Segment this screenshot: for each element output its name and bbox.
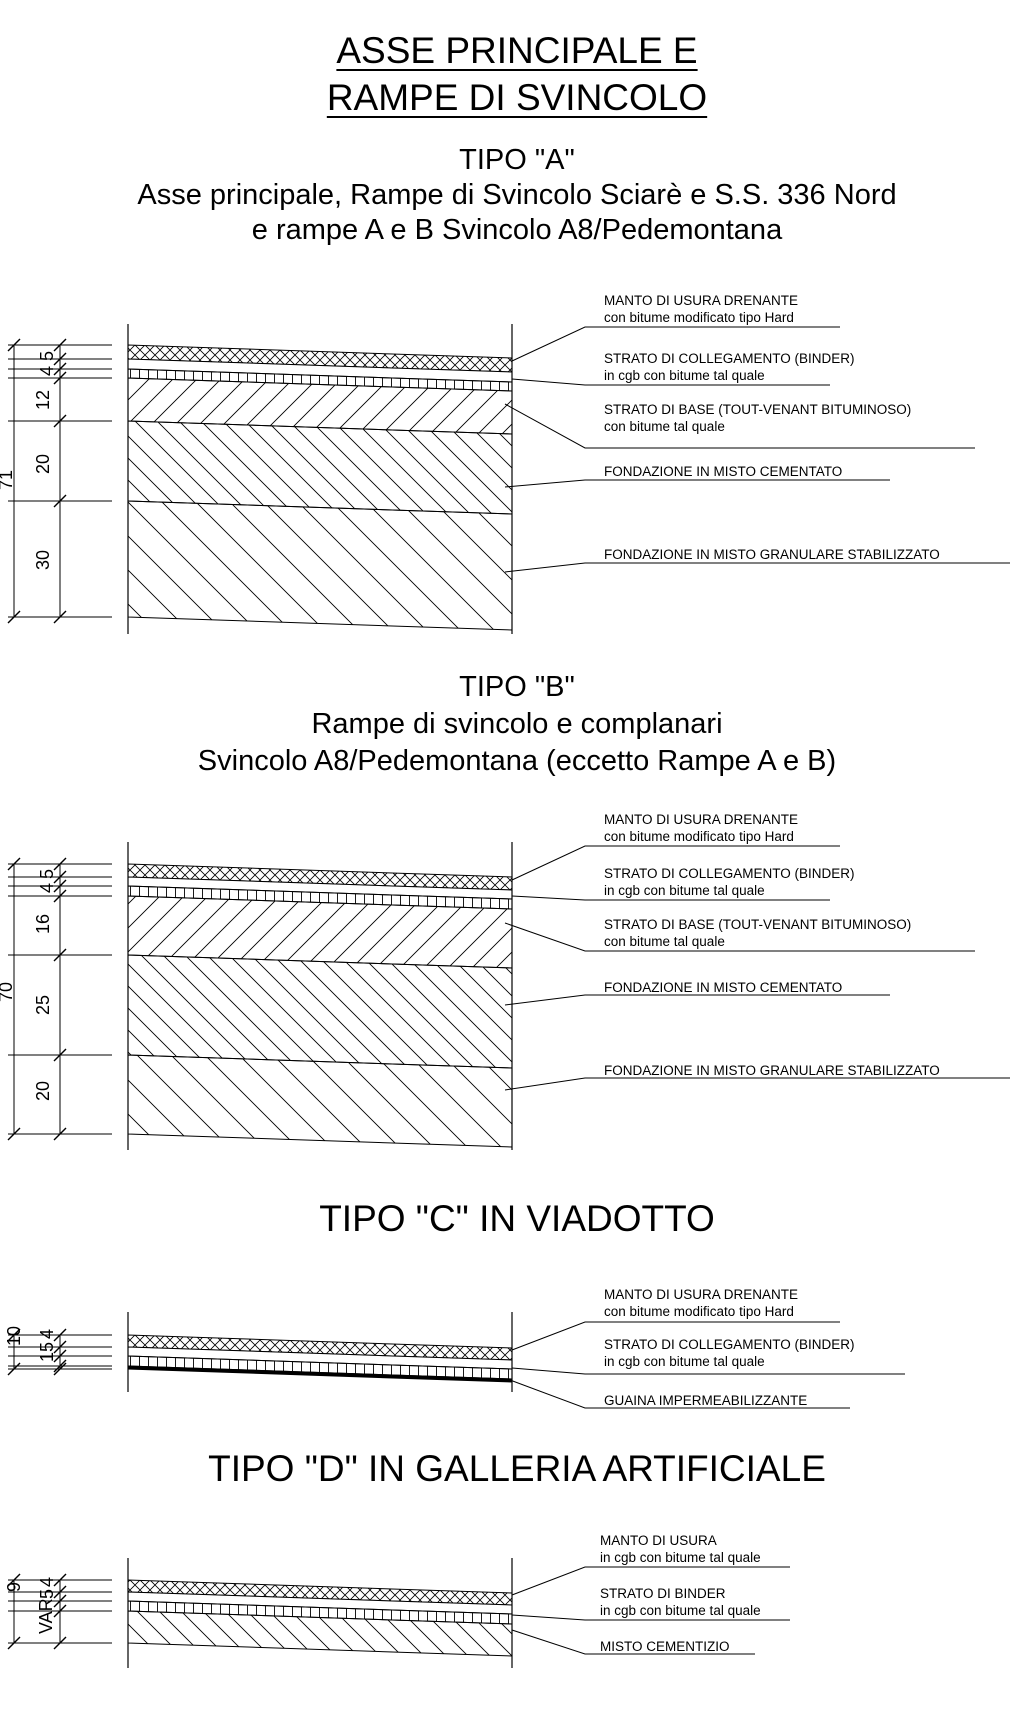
section-a-label-5: FONDAZIONE IN MISTO GRANULARE STABILIZZA… bbox=[604, 547, 940, 562]
section-b-label-2-line2: in cgb con bitume tal quale bbox=[604, 883, 765, 898]
section-a-label-1-line2: con bitume modificato tipo Hard bbox=[604, 310, 794, 325]
main-title-line2: RAMPE DI SVINCOLO bbox=[326, 77, 708, 118]
section-a-layer-6 bbox=[127, 500, 513, 631]
section-b-total-tick-top bbox=[7, 857, 21, 871]
section-b-label-1-line2: con bitume modificato tipo Hard bbox=[604, 829, 794, 844]
section-b-dim-total: 70 bbox=[0, 981, 16, 1002]
section-a-dim-4: 20 bbox=[33, 453, 53, 474]
section-a-label-1-line1: MANTO DI USURA DRENANTE bbox=[604, 293, 799, 308]
section-d-label-2-line2: in cgb con bitume tal quale bbox=[600, 1603, 761, 1618]
section-d-dim-total: 9 bbox=[4, 1581, 24, 1592]
section-a-title: TIPO "A" bbox=[459, 144, 575, 176]
section-d-label-1-line2: in cgb con bitume tal quale bbox=[600, 1550, 761, 1565]
section-b-leader-3 bbox=[504, 922, 975, 952]
section-c-dim-1: 1 bbox=[37, 1351, 57, 1362]
section-c-label-3: GUAINA IMPERMEABILIZZANTE bbox=[604, 1393, 808, 1408]
section-b-dim-1: 5 bbox=[37, 868, 57, 879]
section-a-label-3-line1: STRATO DI BASE (TOUT-VENANT BITUMINOSO) bbox=[604, 402, 912, 417]
section-b-subtitle2: Svincolo A8/Pedemontana (eccetto Rampe A… bbox=[197, 745, 837, 777]
section-b-label-3-line1: STRATO DI BASE (TOUT-VENANT BITUMINOSO) bbox=[604, 917, 912, 932]
section-b-leader-5 bbox=[504, 1077, 1010, 1091]
section-d-drawing bbox=[7, 1558, 790, 1668]
section-a-dim-2: 4 bbox=[37, 365, 57, 376]
section-a-leader-4 bbox=[504, 479, 890, 488]
section-b-layer-5 bbox=[127, 954, 513, 1069]
section-d-label-3: MISTO CEMENTIZIO bbox=[600, 1639, 730, 1654]
section-a-leader-3 bbox=[504, 403, 975, 449]
section-c-label-1-line2: con bitume modificato tipo Hard bbox=[604, 1304, 794, 1319]
section-d-dim-1: VAR bbox=[36, 1598, 56, 1634]
section-b-title: TIPO "B" bbox=[459, 671, 575, 703]
section-d-total-tick-bottom bbox=[7, 1636, 21, 1650]
section-a-dim-total: 71 bbox=[0, 469, 16, 490]
section-c-total-tick-top bbox=[7, 1328, 21, 1342]
section-a-label-3-line2: con bitume tal quale bbox=[604, 419, 725, 434]
section-c-dim-3: 4 bbox=[37, 1328, 57, 1339]
section-b-label-2-line1: STRATO DI COLLEGAMENTO (BINDER) bbox=[604, 866, 855, 881]
section-a-dim-1: 5 bbox=[37, 350, 57, 361]
section-b-label-3-line2: con bitume tal quale bbox=[604, 934, 725, 949]
section-d-leader-2 bbox=[511, 1614, 790, 1621]
section-c-leader-1 bbox=[511, 1321, 840, 1351]
section-b-dim-5: 20 bbox=[33, 1080, 53, 1101]
section-c-label-1-line1: MANTO DI USURA DRENANTE bbox=[604, 1287, 799, 1302]
section-b-dim-2: 4 bbox=[37, 882, 57, 893]
main-title-line1: ASSE PRINCIPALE E bbox=[336, 30, 698, 71]
section-a-layer-5 bbox=[127, 420, 513, 515]
section-d-label-1-line1: MANTO DI USURA bbox=[600, 1533, 717, 1548]
section-a-leader-5 bbox=[504, 562, 1010, 573]
section-b-layer-6 bbox=[127, 1054, 513, 1148]
section-c-label-2-line1: STRATO DI COLLEGAMENTO (BINDER) bbox=[604, 1337, 855, 1352]
section-c-leader-2 bbox=[511, 1367, 905, 1375]
section-b-dim-3: 16 bbox=[33, 913, 53, 934]
section-d-dim-3: 4 bbox=[37, 1576, 57, 1587]
section-b-leader-2 bbox=[511, 895, 830, 901]
section-a-label-2-line1: STRATO DI COLLEGAMENTO (BINDER) bbox=[604, 351, 855, 366]
section-c-drawing bbox=[7, 1312, 905, 1409]
section-d-total-tick-top bbox=[7, 1573, 21, 1587]
section-b-drawing bbox=[7, 842, 1010, 1150]
section-b-dim-4: 25 bbox=[33, 994, 53, 1015]
section-a-subtitle1: Asse principale, Rampe di Svincolo Sciar… bbox=[137, 179, 897, 211]
section-a-label-4: FONDAZIONE IN MISTO CEMENTATO bbox=[604, 464, 843, 479]
section-b-total-tick-bottom bbox=[7, 1127, 21, 1141]
section-b-subtitle1: Rampe di svincolo e complanari bbox=[311, 708, 723, 740]
section-a-label-2-line2: in cgb con bitume tal quale bbox=[604, 368, 765, 383]
section-a-subtitle2: e rampe A e B Svincolo A8/Pedemontana bbox=[251, 214, 783, 246]
section-d-title: TIPO "D" IN GALLERIA ARTIFICIALE bbox=[208, 1448, 826, 1489]
section-c-title: TIPO "C" IN VIADOTTO bbox=[319, 1198, 715, 1239]
section-c-leader-3 bbox=[509, 1379, 850, 1409]
section-a-dim-3: 12 bbox=[33, 389, 53, 410]
section-d-dim-2: 5 bbox=[37, 1588, 57, 1599]
section-a-drawing bbox=[7, 324, 1010, 634]
section-a-leader-1 bbox=[511, 326, 840, 362]
section-b-leader-1 bbox=[511, 845, 840, 881]
section-a-dim-5: 30 bbox=[33, 549, 53, 570]
section-c-dim-total: 10 bbox=[4, 1325, 24, 1346]
section-d-label-2-line1: STRATO DI BINDER bbox=[600, 1586, 726, 1601]
section-b-label-1-line1: MANTO DI USURA DRENANTE bbox=[604, 812, 799, 827]
section-a-leader-2 bbox=[511, 378, 830, 386]
section-c-dim-2: 5 bbox=[37, 1341, 57, 1352]
section-b-label-5: FONDAZIONE IN MISTO GRANULARE STABILIZZA… bbox=[604, 1063, 940, 1078]
section-b-label-4: FONDAZIONE IN MISTO CEMENTATO bbox=[604, 980, 843, 995]
section-d-leader-3 bbox=[511, 1629, 755, 1655]
section-c-total-tick-bottom bbox=[7, 1362, 21, 1376]
section-b-leader-4 bbox=[504, 994, 890, 1006]
section-d-leader-1 bbox=[511, 1566, 790, 1596]
section-a-total-tick-bottom bbox=[7, 610, 21, 624]
section-a-total-tick-top bbox=[7, 338, 21, 352]
section-c-label-2-line2: in cgb con bitume tal quale bbox=[604, 1354, 765, 1369]
